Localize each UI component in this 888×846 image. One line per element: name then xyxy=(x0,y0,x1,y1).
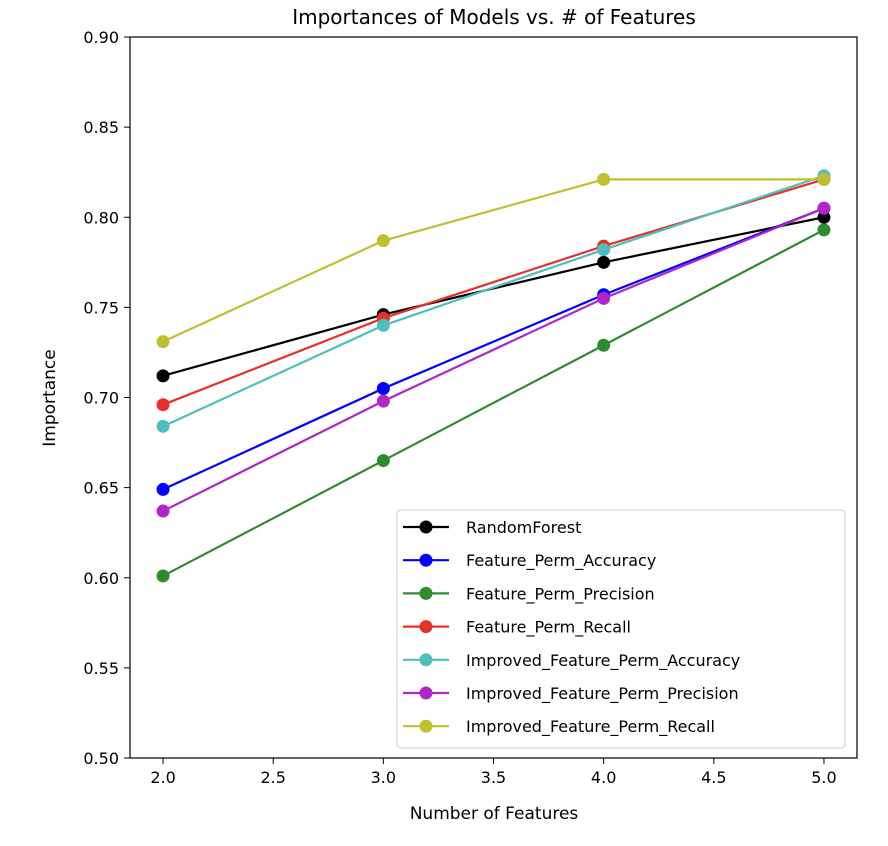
plot-series xyxy=(156,169,831,583)
y-tick-label: 0.80 xyxy=(83,208,119,227)
y-tick-label: 0.55 xyxy=(83,659,119,678)
data-point xyxy=(156,335,170,349)
y-tick-label: 0.90 xyxy=(83,28,119,47)
legend-marker xyxy=(419,620,433,634)
series-line xyxy=(162,207,825,491)
data-point xyxy=(156,369,170,383)
series-line xyxy=(162,228,825,577)
series-randomforest xyxy=(156,210,831,383)
data-point xyxy=(817,172,831,186)
series-line xyxy=(162,207,825,513)
y-tick-label: 0.65 xyxy=(83,479,119,498)
data-point xyxy=(376,394,390,408)
legend-label: RandomForest xyxy=(466,518,581,537)
legend-label: Feature_Perm_Precision xyxy=(466,584,655,604)
data-point xyxy=(156,419,170,433)
y-tick-label: 0.60 xyxy=(83,569,119,588)
series-improved-feature-perm-recall xyxy=(156,172,831,349)
data-point xyxy=(376,234,390,248)
x-tick-label: 2.0 xyxy=(150,768,175,787)
chart-title: Importances of Models vs. # of Features xyxy=(292,5,696,29)
legend-label: Improved_Feature_Perm_Precision xyxy=(466,684,739,704)
axis-ticks: 2.0 2.5 3.0 3.5 4.0 4.5 5.0 0.50 0.55 0.60 0.65 0.7… xyxy=(83,28,836,787)
y-tick-label: 0.75 xyxy=(83,298,119,317)
x-axis-label: Number of Features xyxy=(410,804,579,824)
legend: RandomForest Feature_Perm_Accuracy Feature… xyxy=(396,509,846,749)
data-point xyxy=(376,318,390,332)
legend-label: Improved_Feature_Perm_Recall xyxy=(466,717,715,737)
data-point xyxy=(817,223,831,237)
data-point xyxy=(376,381,390,395)
legend-marker xyxy=(419,586,433,600)
series-line xyxy=(162,178,825,406)
x-tick-label: 3.5 xyxy=(481,768,506,787)
legend-marker xyxy=(419,553,433,567)
x-tick-label: 4.5 xyxy=(701,768,726,787)
legend-marker xyxy=(419,686,433,700)
x-tick-label: 4.0 xyxy=(591,768,616,787)
legend-label: Improved_Feature_Perm_Accuracy xyxy=(466,651,740,671)
data-point xyxy=(376,454,390,468)
data-point xyxy=(156,504,170,518)
legend-marker xyxy=(419,719,433,733)
x-tick-label: 3.0 xyxy=(371,768,396,787)
series-improved-feature-perm-precision xyxy=(156,201,831,518)
data-point xyxy=(817,210,831,224)
data-point xyxy=(597,255,611,269)
legend-label: Feature_Perm_Accuracy xyxy=(466,551,656,571)
legend-label: Feature_Perm_Recall xyxy=(466,618,631,638)
data-point xyxy=(156,398,170,412)
data-point xyxy=(156,569,170,583)
legend-marker xyxy=(419,653,433,667)
data-point xyxy=(817,201,831,215)
y-axis-label: Importance xyxy=(40,349,60,446)
y-tick-label: 0.85 xyxy=(83,118,119,137)
data-point xyxy=(597,172,611,186)
x-tick-label: 2.5 xyxy=(260,768,285,787)
series-feature-perm-precision xyxy=(156,223,831,583)
legend-box xyxy=(396,509,846,749)
series-improved-feature-perm-accuracy xyxy=(156,169,831,433)
data-point xyxy=(156,482,170,496)
legend-marker xyxy=(419,520,433,534)
data-point xyxy=(597,291,611,305)
y-tick-label: 0.50 xyxy=(83,749,119,768)
x-tick-label: 5.0 xyxy=(811,768,836,787)
data-point xyxy=(597,338,611,352)
y-tick-label: 0.70 xyxy=(83,389,119,408)
series-line xyxy=(162,174,825,428)
data-point xyxy=(597,243,611,257)
series-line xyxy=(162,178,824,343)
plot-frame xyxy=(129,36,858,759)
